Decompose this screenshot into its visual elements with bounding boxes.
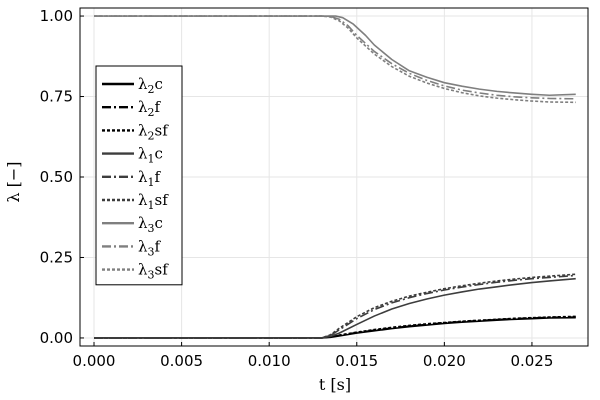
series-line <box>94 15 576 104</box>
x-tick-label: 0.020 <box>423 352 466 370</box>
y-tick-label: 0.75 <box>40 88 73 106</box>
y-tick-label: 0.50 <box>40 168 73 186</box>
x-tick-label: 0.005 <box>160 352 203 370</box>
x-tick-label: 0.000 <box>73 352 116 370</box>
x-tick-label: 0.025 <box>510 352 553 370</box>
legend-label: λ2f <box>138 98 162 119</box>
series-line <box>94 277 576 339</box>
legend-label: λ2sf <box>138 121 169 142</box>
y-tick-label: 0.00 <box>40 329 73 347</box>
series-line <box>94 273 576 339</box>
legend-box <box>95 65 183 286</box>
y-tick-label: 0.25 <box>40 248 73 266</box>
y-axis-label: λ [−] <box>4 161 23 202</box>
x-tick-label: 0.010 <box>248 352 291 370</box>
series-group <box>94 15 576 339</box>
x-axis-ticks: 0.000 0.005 0.010 0.015 0.020 0.025 <box>73 342 553 370</box>
series-line <box>94 315 576 339</box>
y-tick-label: 1.00 <box>40 7 73 25</box>
y-axis-ticks: 0.00 0.25 0.50 0.75 1.00 <box>40 7 84 347</box>
legend-label: λ1sf <box>138 191 169 212</box>
series-line <box>94 15 576 100</box>
legend-label: λ3c <box>138 214 163 235</box>
x-tick-label: 0.015 <box>335 352 378 370</box>
series-line <box>94 274 576 339</box>
series-line <box>94 15 576 97</box>
legend-label: λ1f <box>138 168 162 189</box>
legend-label: λ2c <box>138 75 163 96</box>
legend-label: λ1c <box>138 145 163 166</box>
legend-label: λ3f <box>138 237 162 258</box>
legend-label: λ3sf <box>138 261 169 282</box>
x-axis-label: t [s] <box>319 375 351 394</box>
